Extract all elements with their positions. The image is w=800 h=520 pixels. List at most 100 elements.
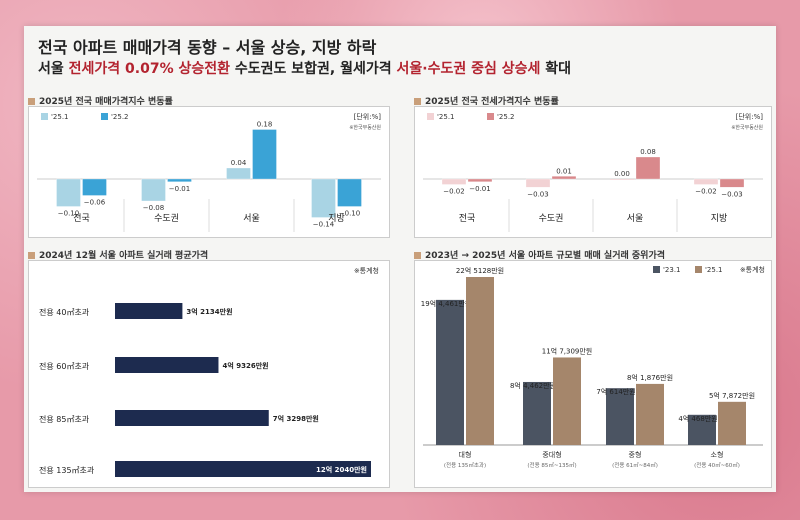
bar (141, 178, 166, 202)
source-note: ※통계청 (354, 266, 379, 275)
bar (115, 357, 219, 373)
bar (551, 176, 577, 180)
bar (606, 388, 634, 445)
category-label: 전용 40㎡초과 (39, 307, 90, 317)
data-label: −0.01 (469, 185, 490, 193)
category-label: 소형 (711, 451, 724, 459)
category-label: 중형 (629, 451, 642, 459)
chart-box: '25.1 '25.2 [단위:%] ※한국부동산원 −0.10 −0.06 전국 −0.08… (28, 106, 390, 238)
legend-label: '25.1 (437, 113, 455, 121)
bar (610, 179, 634, 180)
legend-label: '25.2 (111, 113, 129, 121)
legend-swatch (101, 113, 108, 120)
legend-swatch (653, 266, 660, 273)
category-label: 서울 (243, 213, 260, 224)
infographic-card: 전국 아파트 매매가격 동향 – 서울 상승, 지방 하락 서울 전세가격 0.… (24, 26, 776, 492)
data-label: 8억 1,876만원 (627, 373, 673, 382)
data-label: 8억 4,462만원 (510, 381, 556, 390)
category-sublabel: (전용 40㎡~60㎡) (694, 461, 740, 469)
data-label: −0.03 (527, 190, 548, 198)
chart-title: 2025년 전국 매매가격지수 변동률 (39, 97, 173, 107)
subtitle-highlight: 전세가격 0.07% 상승전환 (68, 61, 230, 77)
data-label: 7억 614만원 (596, 387, 635, 396)
bar (226, 167, 251, 180)
source-note: ※한국부동산원 (349, 124, 381, 131)
bar (467, 178, 493, 182)
panel-title: 2025년 전국 매매가격지수 변동률 (28, 94, 173, 107)
category-label: 대형 (459, 451, 472, 459)
category-label: 서울 (627, 213, 644, 224)
page-title: 전국 아파트 매매가격 동향 – 서울 상승, 지방 하락 (38, 38, 377, 57)
chart-box: '23.1 '25.1 ※통계청 19억 4,461만원 22억 5128만원 대형 (전용… (414, 260, 772, 488)
data-label: 19억 4,461만원 (421, 299, 472, 308)
data-label: 0.00 (614, 170, 630, 178)
legend-swatch (487, 113, 494, 120)
bar (252, 129, 277, 180)
bar (635, 156, 661, 180)
bar (719, 178, 745, 188)
subtitle-part: 서울 (38, 61, 69, 77)
bar (693, 178, 719, 185)
panel-title: 2024년 12월 서울 아파트 실거래 평균가격 (28, 248, 208, 261)
data-label: 0.01 (556, 167, 572, 175)
category-label: 전국 (459, 213, 476, 224)
unit-label: [단위:%] (354, 112, 382, 121)
data-label: −0.14 (313, 221, 335, 229)
bar (436, 299, 464, 445)
page-subtitle: 서울 전세가격 0.07% 상승전환 수도권도 보합권, 월세가격 서울·수도권… (38, 58, 571, 78)
bar (688, 414, 716, 445)
data-label: 0.04 (231, 159, 247, 167)
data-label: 0.18 (257, 121, 273, 129)
data-label: 12억 2040만원 (316, 465, 367, 474)
data-label: −0.02 (695, 188, 716, 196)
panel-sale-index: 2025년 전국 매매가격지수 변동률 '25.1 '25.2 [단위:%] ※한국부… (28, 94, 390, 238)
panel-jeonse-index: 2025년 전국 전세가격지수 변동률 '25.1 '25.2 [단위:%] ※한국부… (414, 94, 772, 238)
data-label: 3억 2134만원 (186, 307, 232, 316)
data-label: −0.02 (443, 188, 464, 196)
category-label: 전용 85㎡초과 (39, 414, 90, 424)
legend-swatch (41, 113, 48, 120)
bar (337, 178, 362, 207)
legend-label: '23.1 (663, 266, 681, 274)
bar (82, 178, 107, 196)
data-label: 4억 9326만원 (222, 361, 268, 370)
category-label: 지방 (711, 213, 728, 224)
data-label: −0.03 (721, 190, 742, 198)
data-label: 11억 7,309만원 (542, 346, 593, 355)
category-label: 전용 60㎡초과 (39, 361, 90, 371)
chart-jeonse-index: '25.1 '25.2 [단위:%] ※한국부동산원 −0.02 −0.01 전국 −0.03… (423, 112, 764, 232)
bar (311, 178, 336, 218)
chart-title: 2023년 → 2025년 서울 아파트 규모별 매매 실거래 중위가격 (425, 251, 666, 261)
legend-swatch (427, 113, 434, 120)
bar (115, 410, 269, 426)
chart-box: '25.1 '25.2 [단위:%] ※한국부동산원 −0.02 −0.01 전국 −0.03… (414, 106, 772, 238)
data-label: 5억 7,872만원 (709, 391, 755, 400)
legend-label: '25.2 (497, 113, 515, 121)
bar (525, 178, 551, 188)
unit-label: [단위:%] (736, 112, 764, 121)
bar (167, 178, 192, 182)
data-label: −0.01 (169, 185, 190, 193)
subtitle-highlight: 서울·수도권 중심 상승세 (396, 61, 541, 77)
data-label: 0.08 (640, 148, 656, 156)
chart-title: 2024년 12월 서울 아파트 실거래 평균가격 (39, 251, 209, 261)
bar (115, 461, 371, 477)
chart-sale-index: '25.1 '25.2 [단위:%] ※한국부동산원 −0.10 −0.06 전국 −0.08… (37, 112, 382, 232)
category-label: 지방 (328, 213, 345, 224)
category-label: 수도권 (154, 212, 179, 224)
panel-median-price: 2023년 → 2025년 서울 아파트 규모별 매매 실거래 중위가격 '23… (414, 248, 772, 488)
data-label: −0.10 (58, 210, 79, 218)
legend-swatch (695, 266, 702, 273)
data-label: 7억 3298만원 (273, 414, 319, 423)
bar (553, 357, 581, 445)
bar (441, 178, 467, 185)
data-label: −0.08 (143, 204, 164, 212)
category-label: 수도권 (539, 212, 564, 224)
subtitle-part: 수도권도 보합권, 월세가격 (230, 61, 397, 77)
category-sublabel: (전용 85㎡~135㎡) (527, 461, 576, 469)
data-label: −0.06 (84, 199, 106, 207)
bar (466, 277, 494, 445)
